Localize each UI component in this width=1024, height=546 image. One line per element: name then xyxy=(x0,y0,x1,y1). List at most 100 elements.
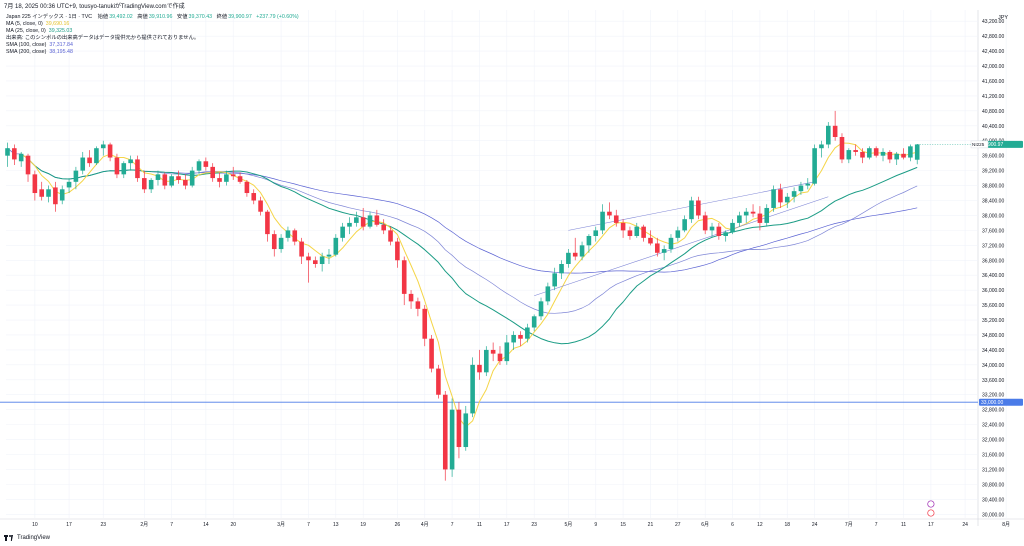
x-tick-label: 3月 xyxy=(277,522,285,528)
y-tick-label: 34,800.00 xyxy=(982,333,1004,339)
x-tick-label: 26 xyxy=(395,522,401,528)
legend-ma25-label: MA (25, close, 0) xyxy=(6,28,46,34)
candle-body xyxy=(839,137,845,160)
candle-body xyxy=(319,256,325,264)
level-price-tag-bg xyxy=(979,398,1023,406)
candle-body xyxy=(593,230,599,236)
legend-ohlc-row: Japan 225 インデックス · 1日 · TVC 始値39,492.02 … xyxy=(6,14,299,21)
legend-ma25-row[interactable]: MA (25, close, 0) 39,325.03 xyxy=(6,28,72,35)
legend-open-value: 39,492.02 xyxy=(109,14,133,20)
x-tick-label: 6 xyxy=(731,522,734,528)
candle-body xyxy=(25,155,31,175)
y-tick-label: 35,200.00 xyxy=(982,318,1004,324)
candle-body xyxy=(648,237,653,244)
candle-body xyxy=(791,191,797,197)
candle-body xyxy=(395,241,400,261)
candle-body xyxy=(162,174,168,186)
candle-body xyxy=(675,230,681,238)
y-tick-label: 40,800.00 xyxy=(982,109,1004,115)
legend-sma200-value: 38,195.48 xyxy=(49,49,73,55)
candle-body xyxy=(572,252,578,257)
candle-body xyxy=(237,176,243,182)
legend-sma200-label: SMA (200, close) xyxy=(6,49,47,55)
legend-volume-text: 出来高: このシンボルの出来高データはデータ提供元から提供されておりません。 xyxy=(6,35,200,41)
candle-body xyxy=(73,170,79,182)
legend-close-label: 終値 xyxy=(216,14,228,20)
y-tick-label: 34,400.00 xyxy=(982,348,1004,354)
candle-body xyxy=(702,215,708,231)
candle-body xyxy=(641,226,646,238)
x-tick-label: 2月 xyxy=(140,522,148,528)
candle-body xyxy=(299,241,304,257)
y-tick-label: 38,800.00 xyxy=(982,184,1004,190)
y-tick-label: 34,000.00 xyxy=(982,363,1004,369)
candle-body xyxy=(497,353,503,362)
legend-close-value: 39,900.97 xyxy=(228,14,252,20)
candle-body xyxy=(360,217,366,227)
candle-body xyxy=(251,193,257,201)
candle-body xyxy=(46,189,51,197)
candle-body xyxy=(566,252,571,264)
x-tick-label: 18 xyxy=(784,522,790,528)
candle-body xyxy=(306,256,311,261)
candle-body xyxy=(579,245,585,257)
candle-body xyxy=(12,148,17,160)
candle-body xyxy=(757,213,763,223)
x-tick-label: 11 xyxy=(477,522,482,528)
candle-body xyxy=(169,176,174,186)
candle-body xyxy=(696,200,701,216)
legend-low-label: 安値 xyxy=(176,14,188,20)
legend-ma5-row[interactable]: MA (5, close, 0) 39,690.16 xyxy=(6,21,69,28)
y-tick-label: 42,400.00 xyxy=(982,49,1004,55)
candle-body xyxy=(449,409,455,470)
candle-body xyxy=(750,211,756,214)
candle-body xyxy=(148,179,154,190)
x-tick-label: 27 xyxy=(675,522,681,528)
candle-body xyxy=(354,217,359,223)
x-tick-label: 23 xyxy=(531,522,537,528)
candle-body xyxy=(381,224,386,231)
footer-brand[interactable]: TradingView xyxy=(4,535,50,541)
candle-body xyxy=(100,144,106,149)
y-tick-label: 39,200.00 xyxy=(982,169,1004,175)
candle-body xyxy=(292,230,298,242)
x-tick-label: 24 xyxy=(812,522,818,528)
candle-body xyxy=(18,153,24,162)
candle-body xyxy=(429,338,434,369)
candle-body xyxy=(203,161,209,167)
candle-body xyxy=(627,230,633,236)
candle-body xyxy=(217,178,222,182)
candle-body xyxy=(422,308,428,339)
y-tick-label: 36,000.00 xyxy=(982,288,1004,294)
candle-body xyxy=(285,230,291,238)
candle-body xyxy=(552,273,557,287)
candle-body xyxy=(880,151,886,156)
candle-body xyxy=(477,364,482,373)
candle-body xyxy=(456,409,462,448)
candle-body xyxy=(326,254,332,257)
candle-body xyxy=(374,215,380,225)
candle-body xyxy=(504,342,510,362)
candle-body xyxy=(278,237,284,250)
candle-body xyxy=(634,226,640,236)
legend-change: +237.79 (+0.60%) xyxy=(256,14,299,20)
candle-body xyxy=(518,334,523,339)
candle-body xyxy=(340,226,345,238)
legend-high-value: 39,910.96 xyxy=(148,14,173,20)
candle-body xyxy=(484,349,489,373)
y-tick-label: 31,200.00 xyxy=(982,467,1004,473)
y-tick-label: 35,600.00 xyxy=(982,303,1004,309)
candle-body xyxy=(914,144,920,160)
candle-body xyxy=(490,349,496,354)
y-tick-label: 33,200.00 xyxy=(982,393,1004,399)
y-tick-label: 41,200.00 xyxy=(982,94,1004,100)
legend-sma200-row[interactable]: SMA (200, close) 38,195.48 xyxy=(6,49,73,56)
x-tick-label: 9 xyxy=(594,522,597,528)
y-tick-label: 32,800.00 xyxy=(982,408,1004,414)
x-tick-label: 10 xyxy=(32,522,38,528)
candle-body xyxy=(887,151,893,160)
candle-body xyxy=(778,189,783,203)
footer-brand-label: TradingView xyxy=(17,535,51,541)
legend-sma100-row[interactable]: SMA (100, close) 37,317.84 xyxy=(6,42,73,49)
